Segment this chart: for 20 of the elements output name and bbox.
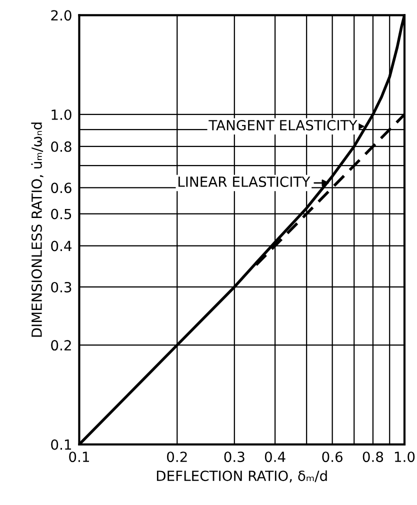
annotation: TANGENT ELASTICITY [208, 120, 358, 130]
y-tick-label: 0.1 [51, 439, 72, 450]
y-tick-label: 0.4 [51, 240, 72, 252]
annotation: LINEAR ELASTICITY [178, 176, 310, 187]
x-tick-label: 0.6 [322, 452, 342, 462]
x-tick-label: 1.0 [394, 452, 415, 462]
y-tick-label: 0.6 [51, 182, 72, 194]
x-tick-label: 0.2 [167, 452, 187, 462]
y-tick-label: 0.5 [51, 208, 72, 220]
x-tick-label: 0.1 [69, 452, 89, 462]
y-tick-label: 0.2 [51, 340, 71, 351]
y-tick-label: 2.0 [51, 10, 72, 21]
y-axis-title: DIMENSIONLESS RATIO, u̇ₘ/ωₙd [31, 122, 44, 337]
x-tick-label: 0.4 [264, 452, 286, 462]
y-tick-label: 0.3 [51, 282, 72, 292]
y-tick-label: 1.0 [52, 109, 72, 120]
y-tick-label: 0.8 [51, 141, 72, 152]
x-tick-label: 0.3 [224, 452, 244, 462]
x-axis-title: DEFLECTION RATIO, δₘ/d [156, 470, 327, 483]
x-tick-label: 0.8 [362, 452, 384, 462]
